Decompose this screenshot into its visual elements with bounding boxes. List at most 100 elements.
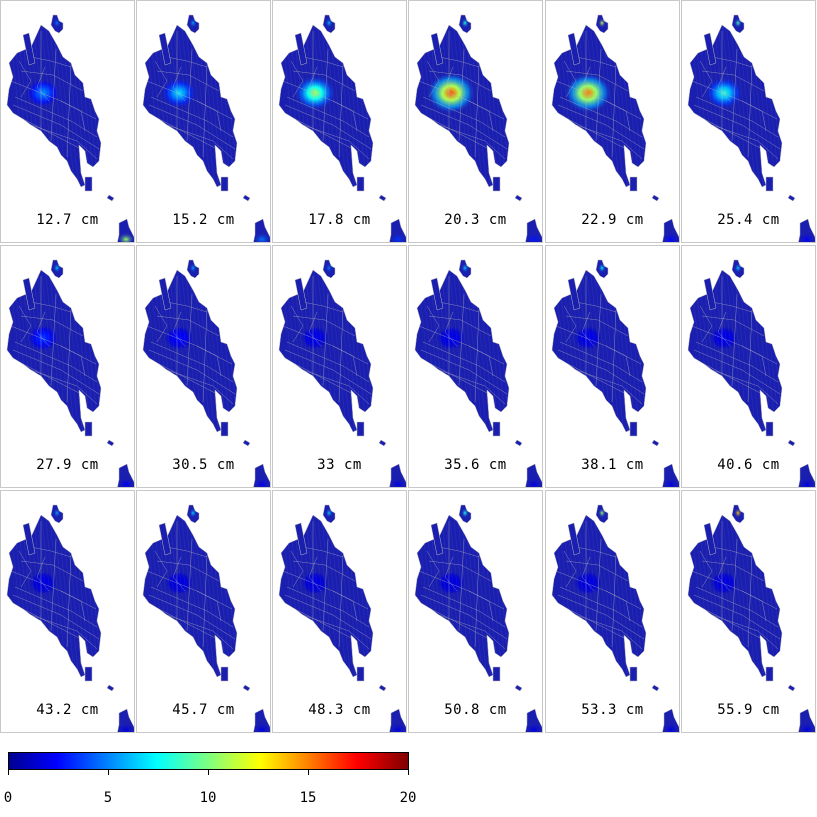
region-shape (414, 269, 510, 433)
region-strip (703, 522, 717, 556)
region-shape (687, 269, 783, 433)
map-panel: 27.9 cm (0, 245, 135, 488)
region-map (142, 14, 270, 242)
region-shape (142, 269, 238, 433)
region-strip (22, 32, 36, 66)
region-dot (242, 194, 251, 202)
map-panel: 35.6 cm (408, 245, 543, 488)
region-dot (378, 194, 387, 202)
region-map (278, 14, 406, 242)
depth-label: 38.1 cm (581, 457, 644, 473)
region-strip (703, 277, 717, 311)
inset-hotspot (254, 231, 270, 242)
island-hotspot (598, 263, 606, 273)
island-hotspot (598, 508, 606, 518)
region-strip (567, 277, 581, 311)
region-strip (567, 522, 581, 556)
map-grid: 12.7 cm 15.2 cm (0, 0, 816, 733)
inset-hotspot (663, 476, 679, 487)
depth-label: 48.3 cm (308, 702, 371, 718)
depth-label: 43.2 cm (36, 702, 99, 718)
region-strip (294, 277, 308, 311)
map-panel: 53.3 cm (545, 490, 680, 733)
inset-hotspot (390, 231, 406, 242)
region-shape (6, 269, 102, 433)
region-strip (430, 32, 444, 66)
region-small-box (220, 666, 229, 682)
inset-hotspot (254, 476, 270, 487)
depth-label: 45.7 cm (172, 702, 235, 718)
map-panel: 12.7 cm (0, 0, 135, 243)
region-map (414, 504, 542, 732)
island-hotspot (734, 508, 742, 518)
region-dot (787, 439, 796, 447)
region-small-box (220, 421, 229, 437)
region-map (414, 14, 542, 242)
depth-label: 35.6 cm (444, 457, 507, 473)
colorbar-tick-label: 20 (399, 790, 417, 806)
region-map (687, 14, 815, 242)
region-map (6, 14, 134, 242)
map-panel: 55.9 cm (681, 490, 816, 733)
region-strip (22, 277, 36, 311)
map-panel: 43.2 cm (0, 490, 135, 733)
island-hotspot (189, 18, 197, 28)
region-shape (278, 269, 374, 433)
region-small-box (492, 666, 501, 682)
region-small-box (629, 421, 638, 437)
region-small-box (765, 176, 774, 192)
inset-hotspot (663, 721, 679, 732)
depth-label: 30.5 cm (172, 457, 235, 473)
region-small-box (629, 666, 638, 682)
region-dot (242, 684, 251, 692)
depth-label: 50.8 cm (444, 702, 507, 718)
depth-label: 33 cm (317, 457, 362, 473)
island-hotspot (325, 508, 333, 518)
inset-hotspot (799, 476, 815, 487)
region-small-box (356, 421, 365, 437)
region-strip (294, 522, 308, 556)
region-dot (378, 684, 387, 692)
region-shape (414, 514, 510, 678)
region-dot (514, 439, 523, 447)
region-strip (158, 522, 172, 556)
region-shape (551, 269, 647, 433)
region-small-box (492, 421, 501, 437)
region-shape (6, 24, 102, 188)
region-shape (687, 514, 783, 678)
region-dot (242, 439, 251, 447)
region-small-box (84, 176, 93, 192)
colorbar-tick-label: 5 (103, 790, 113, 806)
region-dot (378, 439, 387, 447)
region-small-box (84, 421, 93, 437)
region-dot (514, 684, 523, 692)
region-dot (787, 684, 796, 692)
island-hotspot (734, 263, 742, 273)
depth-label: 27.9 cm (36, 457, 99, 473)
inset-hotspot (663, 231, 679, 242)
colorbar-tick-label: 10 (199, 790, 217, 806)
region-strip (430, 277, 444, 311)
region-shape (6, 514, 102, 678)
region-map (414, 259, 542, 487)
island-hotspot (325, 18, 333, 28)
region-map (551, 504, 679, 732)
region-map (142, 504, 270, 732)
region-dot (514, 194, 523, 202)
map-panel: 45.7 cm (136, 490, 271, 733)
island-hotspot (189, 508, 197, 518)
region-shape (687, 24, 783, 188)
map-panel: 22.9 cm (545, 0, 680, 243)
region-dot (106, 194, 115, 202)
island-hotspot (189, 263, 197, 273)
region-strip (158, 277, 172, 311)
region-small-box (356, 666, 365, 682)
region-strip (158, 32, 172, 66)
region-shape (551, 514, 647, 678)
region-map (551, 259, 679, 487)
region-map (6, 504, 134, 732)
map-panel: 33 cm (272, 245, 407, 488)
region-small-box (84, 666, 93, 682)
region-map (687, 259, 815, 487)
depth-label: 40.6 cm (717, 457, 780, 473)
